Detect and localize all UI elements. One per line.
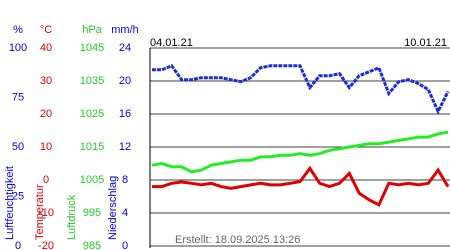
axis-unit: hPa xyxy=(82,24,102,36)
axis-unit: °C xyxy=(40,24,52,36)
axis-unit: % xyxy=(13,24,23,36)
series-line xyxy=(151,130,449,174)
y-tick-label: 10 xyxy=(40,141,52,153)
y-tick-label: -10 xyxy=(38,207,54,219)
axis-title: Luftdruck xyxy=(66,194,78,240)
y-tick-label: 985 xyxy=(83,240,101,250)
end-date: 10.01.21 xyxy=(404,37,447,49)
y-tick-label: 0 xyxy=(122,240,128,250)
y-tick-label: 0 xyxy=(43,174,49,186)
y-tick-label: 16 xyxy=(119,108,131,120)
start-date: 04.01.21 xyxy=(150,37,193,49)
y-tick-label: 100 xyxy=(9,42,27,54)
y-tick-label: 50 xyxy=(12,141,24,153)
y-tick-label: 20 xyxy=(119,75,131,87)
y-tick-label: 1025 xyxy=(80,108,104,120)
y-tick-label: 995 xyxy=(83,207,101,219)
series-line xyxy=(152,165,450,207)
y-tick-label: 30 xyxy=(40,75,52,87)
y-tick-label: 8 xyxy=(122,174,128,186)
y-tick-label: 12 xyxy=(119,141,131,153)
y-tick-label: 24 xyxy=(119,42,131,54)
y-tick-label: 1035 xyxy=(80,75,104,87)
y-tick-label: 0 xyxy=(15,240,21,250)
series-line xyxy=(152,63,450,115)
y-tick-label: 75 xyxy=(12,91,24,103)
axis-title: Temperatur xyxy=(34,184,46,240)
y-tick-label: 1045 xyxy=(80,42,104,54)
y-tick-label: 40 xyxy=(40,42,52,54)
y-tick-label: 1015 xyxy=(80,141,104,153)
footer: Erstellt: 18.09.2025 13:26 xyxy=(175,234,300,246)
y-tick-label: -20 xyxy=(38,240,54,250)
axis-title: Luftfeuchtigkeit xyxy=(4,166,16,240)
y-tick-label: 20 xyxy=(40,108,52,120)
axis-unit: mm/h xyxy=(111,24,139,36)
axis-title: Niederschlag xyxy=(107,176,119,240)
y-tick-label: 25 xyxy=(12,190,24,202)
y-tick-label: 1005 xyxy=(80,174,104,186)
y-tick-label: 4 xyxy=(122,207,128,219)
